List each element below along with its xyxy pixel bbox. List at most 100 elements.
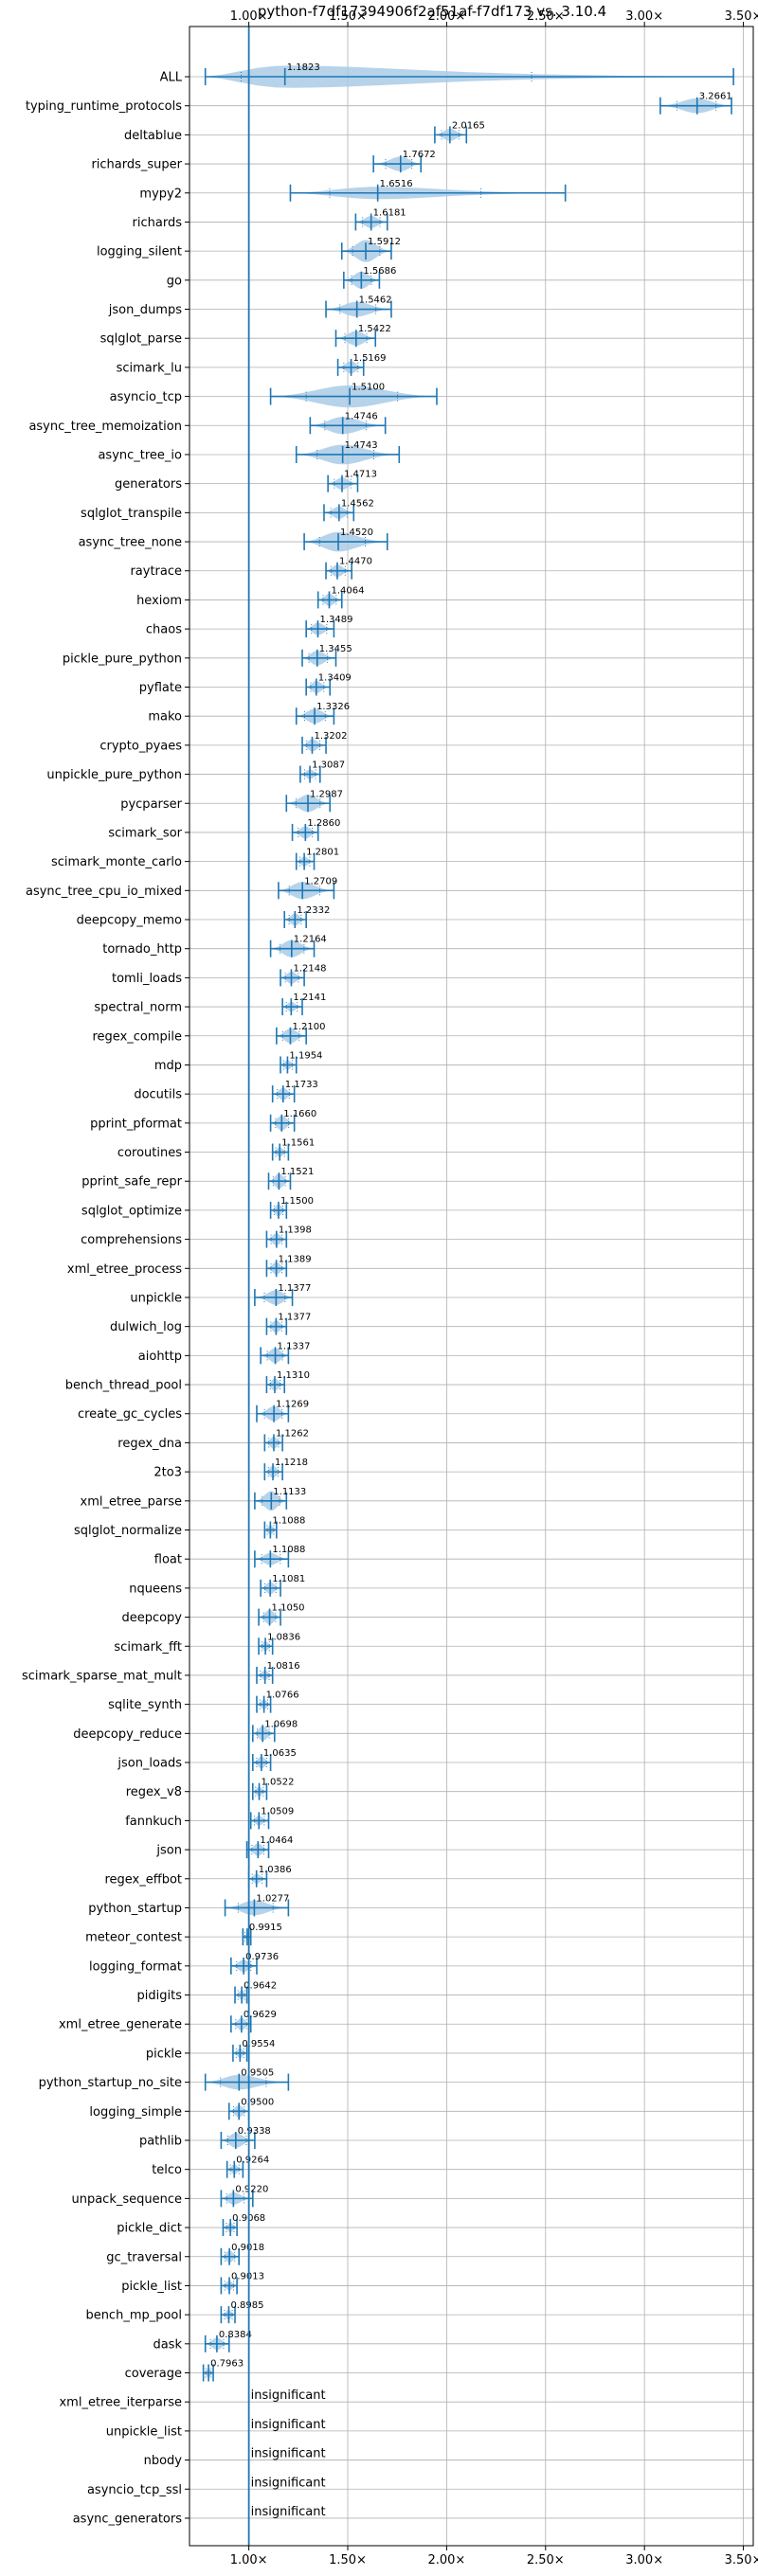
category-label: sqlite_synth [108,1698,182,1712]
value-label: 1.5462 [359,295,392,306]
value-label: 1.3087 [312,760,345,771]
x-tick-label: 1.00× [230,9,268,24]
value-label: 1.0766 [266,1690,299,1701]
value-label: 1.0698 [264,1719,298,1729]
category-label: coverage [125,2367,182,2381]
value-label: 1.1088 [272,1516,305,1527]
category-label: deltablue [124,129,182,143]
value-label: 1.1521 [280,1167,314,1177]
value-label: 0.9500 [241,2097,274,2107]
category-label: deepcopy_memo [77,914,182,928]
value-label: 0.8985 [230,2300,263,2311]
category-label: raytrace [130,564,182,579]
value-label: 1.1823 [287,63,320,73]
category-label: meteor_contest [85,1931,182,1945]
value-label: 1.1733 [285,1080,318,1090]
category-label: sqlglot_parse [100,332,182,347]
x-tick-label: 3.50× [725,2553,758,2567]
category-label: unpickle_pure_python [46,768,182,782]
value-labels: 1.1823 3.2661 2.0165 1.7672 1.6516 1.6181 1.59… [210,63,732,2519]
value-label: 1.3489 [319,615,352,625]
value-label: 1.3202 [314,731,347,742]
value-label: 1.2164 [294,935,327,945]
value-label: 0.8384 [219,2330,252,2340]
insignificant-label: insignificant [251,2447,326,2461]
category-label: async_tree_cpu_io_mixed [26,885,182,899]
category-label: async_generators [73,2512,183,2526]
insignificant-label: insignificant [251,2418,326,2432]
value-label: 2.0165 [452,120,485,131]
plot-frame [189,26,754,2547]
value-label: 1.4743 [345,440,378,451]
value-label: 1.5100 [352,383,385,393]
value-label: 1.1337 [278,1341,311,1351]
value-label: 1.5912 [368,237,401,247]
category-label: nqueens [129,1582,182,1596]
value-label: 0.7963 [210,2359,244,2370]
category-label: xml_etree_parse [81,1494,182,1509]
value-label: 0.9915 [249,1923,282,1933]
value-label: 1.7672 [403,150,436,160]
category-label: 2to3 [153,1466,182,1480]
category-label: unpickle [130,1291,182,1305]
value-label: 3.2661 [699,92,732,102]
value-label: 0.9018 [231,2243,264,2253]
value-label: 1.1262 [276,1428,309,1439]
x-tick-label: 2.50× [527,9,565,24]
value-label: 1.2860 [307,818,340,829]
x-tick-label: 1.50× [329,9,367,24]
category-label: typing_runtime_protocols [26,99,182,114]
category-label: pprint_pformat [90,1117,182,1131]
value-label: 1.5686 [363,266,396,277]
category-label: python_startup_no_site [39,2076,182,2090]
value-label: 1.2987 [310,789,343,799]
x-tick-label: 1.50× [329,2553,367,2567]
x-tick-label: 2.00× [427,9,465,24]
value-label: 0.9642 [244,1981,277,1992]
value-label: 0.9338 [238,2126,271,2137]
category-label: aiohttp [138,1350,182,1364]
value-label: 1.0522 [262,1778,295,1788]
category-label: regex_compile [92,1029,182,1044]
category-label: bench_mp_pool [85,2309,182,2323]
category-label: scimark_lu [117,361,182,375]
x-tick-label: 2.00× [427,2553,465,2567]
value-label: 1.4470 [339,557,372,567]
category-label: asyncio_tcp [110,390,182,404]
value-label: 1.1088 [272,1545,305,1555]
value-label: 1.4713 [344,470,377,480]
category-label: pathlib [139,2134,182,2148]
category-label: sqlglot_transpile [81,507,182,521]
category-label: async_tree_io [98,448,182,462]
category-label: python_startup [88,1902,182,1916]
category-label: gc_traversal [106,2250,182,2264]
insignificant-label: insignificant [251,2388,326,2403]
category-label: coroutines [117,1146,182,1160]
category-label: ALL [160,71,183,85]
category-label: mypy2 [139,187,182,201]
value-label: 1.1050 [272,1603,305,1614]
value-label: 0.9554 [242,2039,275,2049]
value-label: 1.1218 [275,1458,308,1468]
value-label: 1.2100 [292,1022,325,1032]
value-label: 1.0464 [260,1835,293,1846]
category-label: spectral_norm [94,1001,182,1015]
value-label: 0.9629 [244,2010,277,2020]
category-label: docutils [134,1088,182,1102]
value-label: 1.3455 [319,644,352,654]
value-label: 1.2141 [293,993,326,1003]
value-label: 0.9264 [236,2156,269,2166]
value-label: 1.0277 [256,1893,289,1904]
value-label: 1.0509 [261,1806,294,1816]
category-label: pickle [146,2047,182,2061]
value-label: 1.5169 [353,353,387,364]
value-label: 0.9505 [241,2068,274,2079]
category-label: scimark_sparse_mat_mult [22,1669,182,1683]
value-label: 0.9220 [235,2184,268,2194]
category-label: float [154,1553,182,1567]
category-label: logging_simple [89,2105,182,2120]
value-label: 1.1377 [278,1283,311,1294]
value-label: 0.9736 [245,1952,279,1962]
category-label: sqlglot_optimize [81,1204,182,1218]
category-label: unpickle_list [106,2424,182,2439]
